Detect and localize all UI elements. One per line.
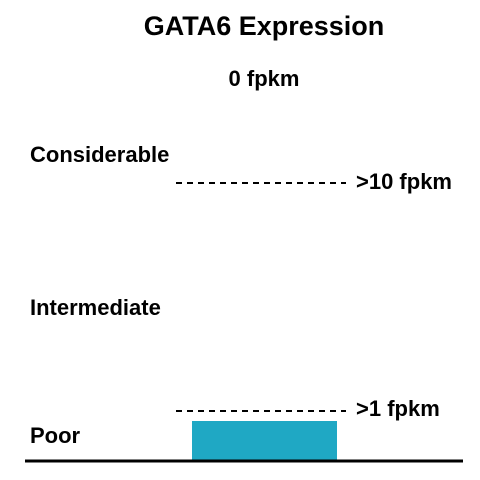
threshold-label-1: >1 fpkm bbox=[356, 396, 440, 421]
level-label-poor: Poor bbox=[30, 423, 81, 448]
expression-bar bbox=[192, 421, 337, 461]
chart-title: GATA6 Expression bbox=[143, 11, 385, 41]
level-label-intermediate: Intermediate bbox=[30, 295, 161, 320]
level-label-considerable: Considerable bbox=[30, 142, 170, 167]
threshold-label-10: >10 fpkm bbox=[356, 169, 452, 194]
expression-value-label: 0 fpkm bbox=[228, 66, 300, 91]
